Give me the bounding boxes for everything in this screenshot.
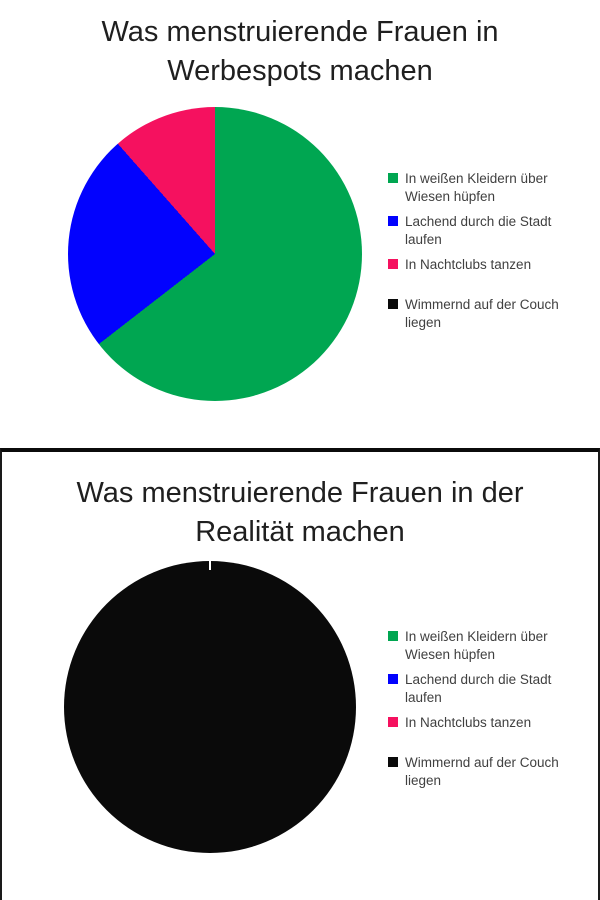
legend-item: In Nachtclubs tanzen	[388, 714, 593, 732]
legend-swatch-icon	[388, 674, 398, 684]
legend-item: Wimmernd auf der Couch liegen	[388, 754, 593, 790]
legend-item: Lachend durch die Stadt laufen	[388, 213, 593, 249]
legend: In weißen Kleidern über Wiesen hüpfen Lach…	[388, 628, 593, 797]
title-line: Werbespots machen	[167, 55, 433, 87]
legend-swatch-icon	[388, 259, 398, 269]
pie-slice-boundary-notch	[209, 561, 211, 570]
legend-swatch-icon	[388, 299, 398, 309]
title-line: Was menstruierende Frauen in der	[76, 477, 524, 509]
legend-item-label: Lachend durch die Stadt laufen	[405, 214, 552, 247]
legend-item-label: Wimmernd auf der Couch liegen	[405, 297, 559, 330]
chart-title-werbespots: Was menstruierende Frauen in Werbespots …	[0, 13, 600, 91]
chart-title-realitaet: Was menstruierende Frauen in der Realitä…	[2, 474, 598, 552]
legend-item-label: Lachend durch die Stadt laufen	[405, 672, 552, 705]
legend-item-label: In Nachtclubs tanzen	[405, 715, 532, 730]
legend-item: In weißen Kleidern über Wiesen hüpfen	[388, 170, 593, 206]
legend-swatch-icon	[388, 216, 398, 226]
legend-item-label: In weißen Kleidern über Wiesen hüpfen	[405, 629, 548, 662]
legend-item-label: In weißen Kleidern über Wiesen hüpfen	[405, 171, 548, 204]
legend-swatch-icon	[388, 631, 398, 641]
legend: In weißen Kleidern über Wiesen hüpfen Lach…	[388, 170, 593, 339]
legend-item-label: In Nachtclubs tanzen	[405, 257, 532, 272]
legend-item: In Nachtclubs tanzen	[388, 256, 593, 274]
pie-chart-werbespots	[68, 107, 362, 401]
legend-item: Wimmernd auf der Couch liegen	[388, 296, 593, 332]
title-line: Realität machen	[195, 516, 405, 548]
legend-swatch-icon	[388, 757, 398, 767]
legend-item: In weißen Kleidern über Wiesen hüpfen	[388, 628, 593, 664]
chart-panel-realitaet: Was menstruierende Frauen in der Realitä…	[0, 448, 600, 900]
pie-chart-realitaet	[64, 561, 356, 853]
chart-panel-werbespots: Was menstruierende Frauen in Werbespots …	[0, 0, 600, 448]
title-line: Was menstruierende Frauen in	[101, 16, 499, 48]
legend-item: Lachend durch die Stadt laufen	[388, 671, 593, 707]
legend-item-label: Wimmernd auf der Couch liegen	[405, 755, 559, 788]
legend-swatch-icon	[388, 717, 398, 727]
legend-swatch-icon	[388, 173, 398, 183]
